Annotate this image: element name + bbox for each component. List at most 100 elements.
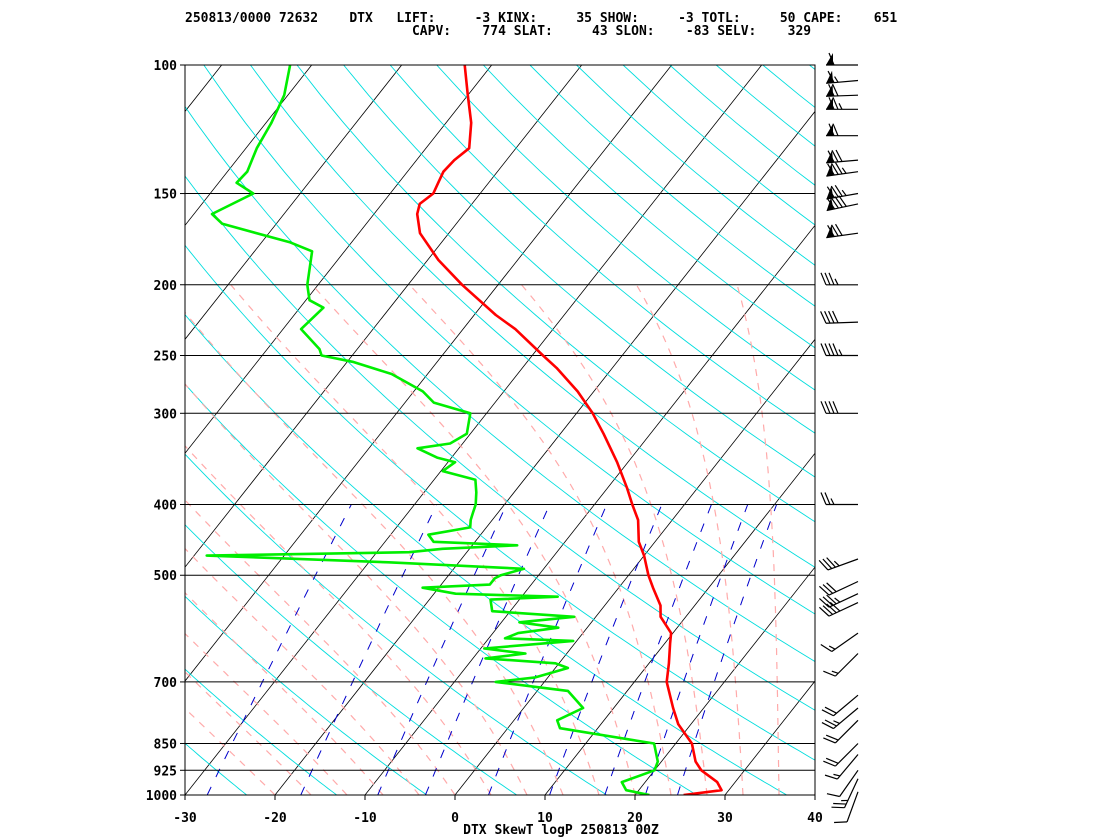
sounding-profiles	[205, 65, 723, 795]
wind-barb-half-feather	[833, 773, 841, 777]
wind-barb-feather	[834, 185, 843, 197]
wind-barb-half-feather	[841, 799, 848, 802]
y-tick-label: 850	[154, 737, 178, 752]
wind-barb	[820, 310, 859, 324]
y-tick-label: 1000	[146, 789, 177, 804]
wind-barb-pennant	[826, 84, 834, 97]
isotherm-line	[0, 65, 132, 795]
wind-barb	[818, 557, 859, 571]
moist-adiabat-line	[185, 444, 492, 795]
isotherm-line	[544, 452, 815, 795]
wind-barb	[826, 223, 859, 239]
dry-adiabat-line	[250, 65, 815, 568]
wind-barb	[826, 185, 859, 200]
plot-frame	[184, 64, 816, 796]
wind-barb-half-feather	[830, 498, 835, 505]
wind-barb-feather	[832, 83, 839, 97]
wind-barb-feather	[824, 272, 831, 286]
x-tick-label: 30	[717, 811, 733, 826]
dry-adiabat-line	[203, 65, 815, 615]
wind-barb	[823, 743, 859, 767]
mixing-ratio-line	[206, 504, 352, 795]
dry-adiabat-line	[903, 65, 1120, 795]
wind-barb-half-feather	[834, 597, 841, 603]
dry-adiabat-line	[343, 65, 815, 478]
wind-barb	[818, 601, 859, 617]
wind-barb-feather	[824, 774, 838, 780]
dry-adiabat-line	[669, 65, 815, 186]
wind-barb-feather	[825, 734, 839, 741]
wind-barb-feather	[826, 793, 840, 798]
wind-barb-feather	[828, 310, 835, 324]
wind-barb-feather	[820, 401, 827, 414]
dry-adiabat-line	[529, 65, 815, 307]
wind-barb-staff	[831, 632, 859, 652]
wind-barb	[826, 162, 859, 177]
isotherm-line	[364, 224, 815, 795]
wind-barb	[820, 343, 858, 357]
wind-barb	[820, 492, 858, 506]
dry-adiabat-line	[185, 742, 247, 795]
wind-barb-staff	[846, 791, 859, 823]
moist-adiabat-line	[185, 383, 528, 795]
dry-adiabat-line	[185, 595, 427, 795]
wind-barb-feather	[826, 197, 836, 210]
wind-barb-pennant	[826, 97, 833, 110]
wind-barb-feather	[835, 223, 843, 236]
wind-barb-feather	[828, 52, 835, 66]
wind-barb	[826, 70, 859, 84]
wind-barb	[820, 632, 859, 652]
mixing-ratio-line	[300, 504, 438, 795]
wind-barb-staff	[843, 778, 859, 808]
wind-barb-feather	[824, 706, 837, 714]
wind-barb-staff	[825, 94, 859, 97]
dry-adiabat-line	[576, 65, 815, 266]
temperature-axis: -30 -20 -10 0 10 20 30 40	[173, 795, 823, 826]
isotherm-line	[185, 65, 493, 454]
temperature-profile	[415, 65, 723, 795]
moist-adiabat-line	[409, 284, 672, 795]
wind-barb-feather	[824, 492, 831, 505]
wind-barb-feather	[835, 149, 843, 162]
x-tick-label: 0	[451, 811, 459, 826]
wind-barb-staff	[834, 653, 859, 677]
wind-barb-half-feather	[833, 720, 840, 724]
wind-barb-feather	[818, 585, 830, 596]
moist-adiabat-line	[736, 284, 780, 795]
wind-barb-feather	[818, 559, 829, 571]
header-line-1: 250813/0000 72632 DTX LIFT: -3 KINX: 35 …	[185, 11, 897, 26]
isotherm-line	[185, 65, 223, 113]
dry-adiabat-line	[762, 65, 815, 109]
x-tick-label: 20	[627, 811, 643, 826]
wind-barb	[820, 401, 858, 414]
x-tick-label: 40	[807, 811, 823, 826]
wind-barb-feather	[822, 584, 834, 594]
wind-barb-feather	[827, 163, 835, 176]
dry-adiabat-line	[296, 65, 815, 523]
moist-adiabat-line	[311, 284, 636, 795]
wind-barb-staff	[833, 694, 859, 717]
wind-barb-feather	[822, 605, 834, 615]
y-tick-label: 250	[154, 349, 178, 364]
wind-barb-staff	[834, 719, 859, 744]
wind-barb-staff	[834, 743, 859, 767]
moist-adiabat-line	[185, 547, 420, 795]
wind-barb-feather	[832, 97, 839, 110]
wind-barb-pennant	[826, 123, 833, 136]
wind-barb-half-feather	[838, 349, 843, 356]
mixing-ratio-line	[604, 504, 712, 795]
wind-barb-feather	[831, 224, 839, 237]
wind-barb-feather	[824, 343, 831, 356]
wind-barbs	[818, 52, 859, 824]
wind-barb	[826, 149, 859, 164]
wind-barb	[826, 97, 858, 110]
moist-adiabat-line	[185, 499, 456, 795]
wind-barb-feather	[824, 401, 831, 414]
wind-barb-staff	[828, 602, 859, 617]
dry-adiabat-line	[856, 65, 1120, 795]
y-tick-label: 100	[154, 59, 178, 74]
wind-barb-feather	[827, 70, 835, 83]
x-tick-label: -10	[353, 811, 377, 826]
isotherm-line	[185, 65, 763, 795]
